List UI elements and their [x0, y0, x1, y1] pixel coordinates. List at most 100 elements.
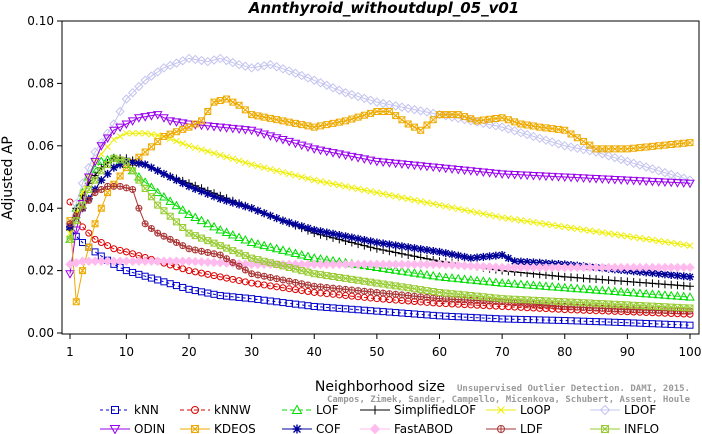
data-point [648, 142, 656, 150]
data-point [147, 143, 155, 151]
data-point [317, 178, 324, 185]
data-point [422, 107, 432, 117]
data-point [342, 285, 350, 293]
data-point [528, 280, 539, 289]
data-point [534, 133, 545, 144]
data-point [441, 259, 451, 270]
data-point [378, 98, 388, 109]
data-point [561, 223, 569, 231]
data-point [490, 277, 501, 286]
data-point [384, 259, 395, 270]
data-point [248, 270, 256, 278]
data-point [222, 196, 231, 205]
data-point [403, 267, 414, 276]
legend-label: LDF [520, 422, 543, 434]
data-point [316, 227, 325, 236]
data-point [235, 157, 243, 165]
data-point [572, 174, 583, 183]
data-point [498, 251, 507, 259]
data-point [291, 404, 303, 414]
y-axis-label: Adjusted AP [0, 136, 16, 220]
data-point [253, 206, 262, 215]
data-point [203, 257, 213, 267]
data-point [116, 246, 124, 254]
data-point [91, 176, 99, 184]
x-tick-label: 10 [119, 345, 134, 359]
data-point [240, 61, 251, 71]
data-point [453, 273, 464, 283]
x-tick-label: 30 [244, 345, 259, 359]
data-point [553, 139, 564, 149]
data-point [159, 169, 168, 178]
data-point [159, 191, 169, 201]
data-point [85, 229, 93, 237]
data-point [191, 184, 200, 193]
data-point [90, 147, 100, 157]
data-point [423, 199, 431, 206]
data-point [448, 250, 457, 259]
data-point [459, 166, 470, 176]
data-point [497, 170, 507, 179]
data-point [436, 201, 443, 209]
data-point [473, 209, 481, 216]
data-point [203, 189, 212, 198]
data-point [505, 215, 512, 222]
data-point [647, 164, 658, 174]
data-point [284, 66, 294, 76]
data-point [342, 183, 349, 190]
data-point [429, 200, 437, 208]
data-point [423, 121, 431, 129]
data-point [410, 244, 419, 253]
data-point [285, 218, 294, 227]
data-point [329, 284, 337, 292]
data-point [529, 258, 538, 267]
data-point [253, 128, 263, 138]
legend-item-lof: LOF [282, 403, 339, 417]
data-point [198, 146, 205, 153]
data-point [484, 276, 495, 286]
data-point [196, 215, 207, 225]
data-point [597, 262, 608, 273]
data-point [329, 229, 338, 238]
data-point [460, 252, 469, 261]
data-point [216, 97, 224, 105]
data-point [642, 268, 651, 277]
data-point [647, 177, 658, 187]
legend-label: LDOF [624, 403, 656, 417]
data-point [66, 235, 74, 243]
data-point [417, 293, 425, 301]
data-point [204, 237, 212, 245]
data-point [215, 225, 226, 234]
data-point [66, 220, 74, 228]
data-point [398, 194, 406, 201]
data-point [104, 189, 112, 197]
data-point [365, 95, 376, 105]
data-point [79, 267, 87, 275]
data-point [666, 169, 676, 180]
data-point [335, 181, 343, 189]
data-point [554, 272, 563, 281]
data-point [360, 186, 368, 194]
data-point [359, 93, 370, 104]
data-point [310, 226, 319, 235]
data-point [178, 179, 187, 188]
data-point [240, 126, 251, 135]
data-point [223, 95, 231, 103]
data-point [260, 164, 268, 171]
y-tick-label: 0.04 [27, 201, 54, 215]
data-point [442, 202, 450, 210]
data-point [686, 242, 694, 249]
data-point [429, 294, 437, 302]
data-point [198, 234, 206, 242]
data-point [379, 190, 387, 198]
data-point [647, 289, 658, 298]
data-point [159, 256, 169, 266]
data-point [378, 259, 388, 270]
data-point [353, 154, 363, 163]
data-point [315, 259, 326, 270]
data-point [104, 161, 112, 169]
data-point [115, 106, 125, 117]
data-point [516, 279, 526, 288]
data-point [66, 229, 74, 237]
legend-item-knn: kNN [100, 403, 159, 417]
